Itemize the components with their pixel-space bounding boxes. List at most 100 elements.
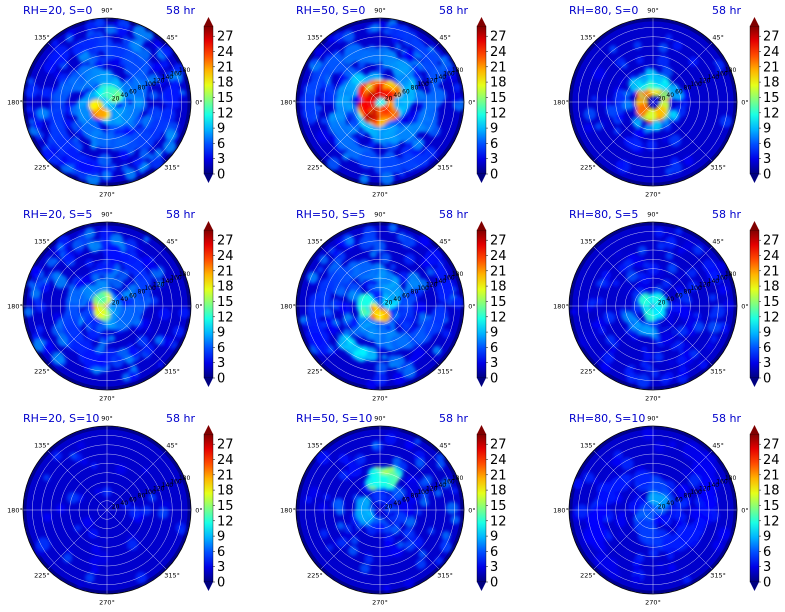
colorbar-tick-label: 18 bbox=[217, 484, 234, 499]
angular-gridline bbox=[379, 246, 440, 307]
field-blob bbox=[115, 354, 122, 362]
colorbar-tick-label: 18 bbox=[490, 76, 507, 91]
field-blob bbox=[396, 512, 407, 524]
field-blob bbox=[323, 493, 331, 501]
field-blob bbox=[316, 266, 324, 274]
field-blob bbox=[654, 105, 667, 118]
radial-tick-label: 120 bbox=[699, 282, 711, 289]
field-blob bbox=[153, 265, 160, 272]
radial-tick-label: 100 bbox=[144, 489, 156, 496]
field-blob bbox=[607, 106, 619, 118]
field-blob bbox=[154, 335, 164, 345]
field-blob bbox=[52, 271, 62, 280]
colorbar-tick-label: 27 bbox=[763, 234, 780, 249]
radial-tick-label: 80 bbox=[684, 493, 692, 500]
field-blob bbox=[624, 90, 632, 98]
angle-tick-label: 180° bbox=[553, 507, 569, 515]
field-blob bbox=[163, 336, 176, 349]
field-blob bbox=[135, 571, 147, 584]
field-blob bbox=[650, 369, 660, 378]
radial-tick-label: 180 bbox=[179, 67, 191, 74]
field-blob bbox=[355, 498, 368, 512]
colorbar-tick-label: 0 bbox=[763, 372, 771, 387]
panel-title: RH=20, S=5 bbox=[23, 208, 93, 221]
panel-time-label: 58 hr bbox=[439, 412, 468, 425]
field-blob bbox=[101, 170, 112, 181]
radial-tick-label: 20 bbox=[658, 95, 666, 102]
field-blob bbox=[318, 254, 329, 265]
field-blob bbox=[153, 41, 162, 49]
field-blob bbox=[606, 534, 613, 542]
panel-time-label: 58 hr bbox=[166, 412, 195, 425]
field-blob bbox=[412, 138, 424, 151]
angle-tick-label: 45° bbox=[712, 237, 724, 245]
field-blob bbox=[149, 296, 159, 306]
field-blob bbox=[390, 525, 400, 535]
field-blob bbox=[640, 273, 652, 285]
angular-gridline bbox=[652, 450, 713, 511]
field-blob bbox=[110, 42, 126, 59]
radial-tick-label: 60 bbox=[675, 496, 683, 503]
field-blob bbox=[632, 558, 642, 568]
field-blob bbox=[145, 260, 155, 271]
field-blob bbox=[23, 307, 34, 317]
field-blob bbox=[141, 505, 152, 516]
field-blob bbox=[85, 572, 95, 583]
radial-tick-label: 180 bbox=[725, 67, 737, 74]
colorbar-extend-top bbox=[204, 17, 213, 26]
radial-tick-label: 20 bbox=[112, 503, 120, 510]
colorbar-tick-label: 9 bbox=[217, 530, 225, 545]
field-blob bbox=[335, 133, 353, 151]
radial-tick-label: 60 bbox=[129, 88, 137, 95]
angular-gridline bbox=[652, 305, 713, 366]
field-blob bbox=[381, 106, 390, 115]
field-blob bbox=[615, 516, 627, 528]
field-blob bbox=[137, 36, 146, 45]
field-blob bbox=[389, 223, 398, 232]
field-blob bbox=[116, 26, 128, 38]
field-blob bbox=[641, 346, 648, 353]
field-blob bbox=[361, 95, 376, 110]
field-blob bbox=[154, 148, 164, 158]
angular-gridline bbox=[379, 42, 440, 103]
angular-gridline bbox=[379, 509, 440, 570]
field-blob bbox=[160, 59, 169, 69]
field-blob bbox=[596, 280, 603, 288]
field-blob bbox=[349, 317, 360, 329]
polar-panel: 0° 45° 90° 135° 180° 225° 270° 315° 20 40 60 80 100 1… bbox=[546, 204, 785, 408]
field-blob bbox=[426, 107, 439, 120]
colorbar-tick-label: 9 bbox=[217, 326, 225, 341]
field-blob bbox=[441, 530, 451, 540]
colorbar-tick-label: 12 bbox=[490, 514, 507, 529]
field-blob bbox=[426, 268, 435, 276]
field-blob bbox=[435, 453, 445, 463]
angle-tick-label: 45° bbox=[166, 33, 178, 41]
field-blob bbox=[85, 20, 97, 32]
field-blob bbox=[592, 67, 606, 81]
colorbar-tick-label: 9 bbox=[490, 530, 498, 545]
field-blob bbox=[429, 87, 445, 103]
field-blob bbox=[370, 23, 380, 33]
angular-gridline bbox=[379, 101, 440, 162]
field-blob bbox=[360, 563, 370, 574]
field-blob bbox=[664, 237, 677, 250]
colorbar-extend-bottom bbox=[204, 582, 213, 591]
angle-tick-label: 270° bbox=[99, 599, 115, 607]
field-blob bbox=[665, 167, 673, 176]
field-blob bbox=[628, 78, 642, 92]
field-blob bbox=[612, 279, 620, 287]
field-blob bbox=[88, 54, 98, 64]
angle-tick-label: 45° bbox=[439, 237, 451, 245]
angle-tick-label: 180° bbox=[280, 507, 296, 515]
angle-tick-label: 45° bbox=[712, 33, 724, 41]
colorbar-tick-label: 21 bbox=[490, 60, 507, 75]
panel-time-label: 58 hr bbox=[166, 4, 195, 17]
radial-tick-label: 180 bbox=[179, 271, 191, 278]
field-blob bbox=[603, 559, 619, 574]
radial-tick-label: 100 bbox=[417, 81, 429, 88]
angle-tick-label: 45° bbox=[712, 441, 724, 449]
angle-tick-label: 270° bbox=[645, 191, 661, 199]
angle-tick-label: 315° bbox=[710, 572, 726, 580]
colorbar-extend-bottom bbox=[204, 378, 213, 387]
field-blob bbox=[148, 73, 159, 85]
